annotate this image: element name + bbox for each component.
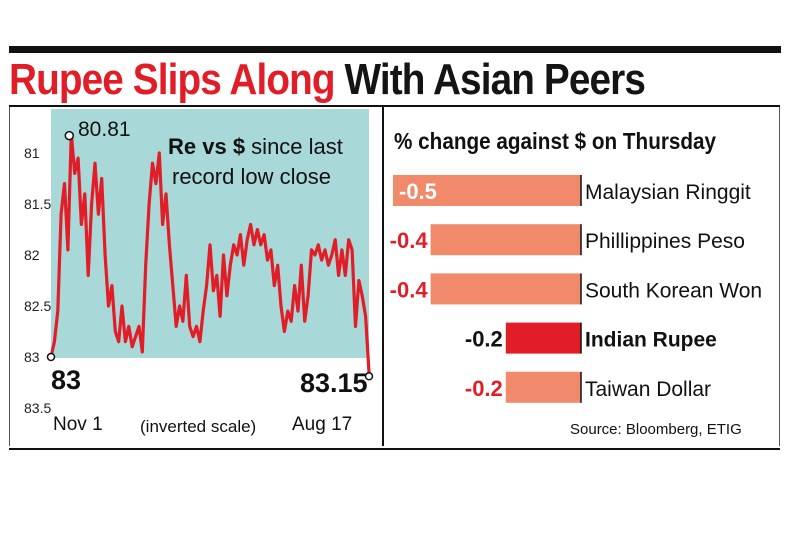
y-tick-label: 83.5 [24,400,51,416]
rupee-series-line [49,132,371,373]
bar [430,224,581,256]
bar [505,322,581,354]
headline-dark-part: With Asian Peers [344,55,646,104]
y-tick-label: 81.5 [24,196,51,212]
graphic-frame [9,105,780,450]
bar-value-label: -0.4 [390,228,429,253]
bar-chart: -0.5 Malaysian Ringgit -0.4 Phillippines Pe… [390,175,762,403]
title-normal-part: since last [245,134,343,159]
bar-value-label: -0.2 [465,376,503,401]
title-bold-part: Re vs $ [168,134,245,159]
scale-note: (inverted scale) [140,417,256,436]
y-tick-label: 83 [24,349,40,365]
line-chart-title-line2: record low close [172,164,331,189]
bar-value-label: -0.2 [465,327,503,352]
headline-red-part: Rupee Slips Along [9,55,336,104]
peak-marker [64,130,75,141]
bar-value-label: -0.5 [399,179,437,204]
y-tick-label: 82 [24,247,40,263]
bar-category-label: Taiwan Dollar [585,378,711,401]
bar-chart-title: % change against $ on Thursday [394,128,717,154]
headline: Rupee Slips Along With Asian Peers [9,54,646,106]
bar-value-label: -0.4 [390,277,429,302]
start-marker [46,352,56,362]
x-end-label: Aug 17 [292,414,352,435]
bar [430,273,581,305]
end-marker [364,372,374,381]
start-value-label: 83 [51,365,81,395]
peak-label: 80.81 [78,118,131,141]
frame-left-edge [9,107,10,446]
y-tick-label: 81 [24,145,40,161]
panel-divider [382,107,384,446]
top-rule [9,46,781,53]
bar-category-label: Phillippines Peso [585,230,745,253]
y-tick-label: 82.5 [24,298,51,314]
line-chart-title-line1: Re vs $ since last [168,134,343,159]
bar-category-label: Indian Rupee [585,329,717,352]
bar [505,371,581,403]
bar [393,175,581,206]
end-value-label: 83.15 [300,368,368,398]
bar-category-label: Malaysian Ringgit [585,181,751,204]
source-note: Source: Bloomberg, ETIG [570,421,742,438]
x-start-label: Nov 1 [53,414,103,435]
bar-category-label: South Korean Won [585,279,762,302]
frame-right-edge [779,107,780,446]
